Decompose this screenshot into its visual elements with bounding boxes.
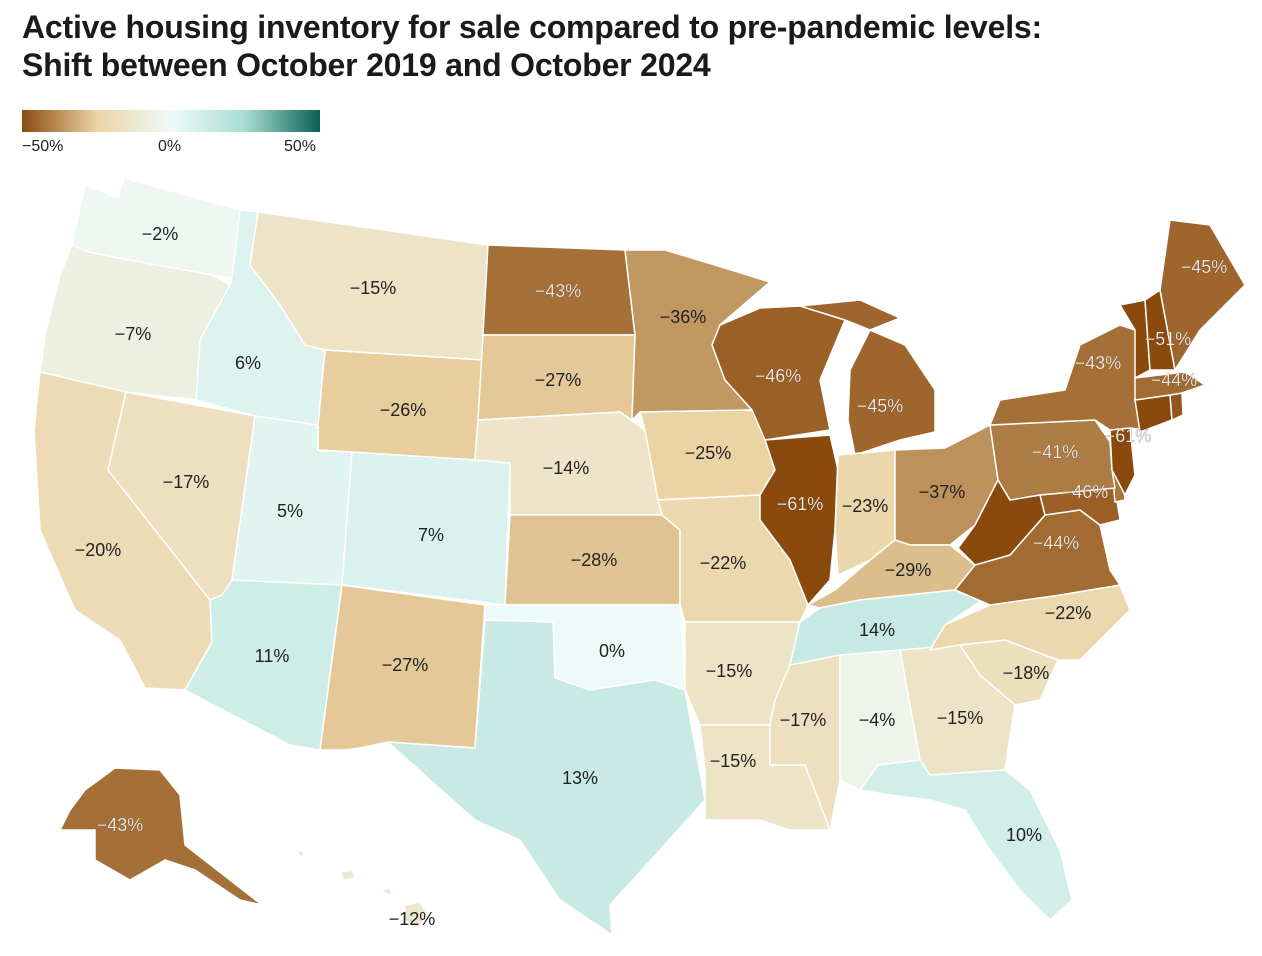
legend-tick-max: 50% [284, 138, 317, 155]
state-label-ks: −28% [571, 550, 618, 570]
state-label-ut: 5% [277, 501, 303, 521]
state-label-la: −15% [710, 751, 757, 771]
state-label-or: −7% [115, 324, 152, 344]
state-label-ny: −43% [1075, 353, 1122, 373]
state-label-il: −61% [777, 494, 824, 514]
state-label-oh: −37% [919, 482, 966, 502]
state-label-mi: −45% [857, 396, 904, 416]
state-nm [319, 584, 486, 751]
state-mi [799, 299, 936, 456]
state-label-sd: −27% [535, 370, 582, 390]
state-vt [1119, 299, 1151, 379]
state-label-nv: −17% [163, 472, 210, 492]
legend-tick-min: −50% [22, 138, 64, 155]
color-legend: −50% 0% 50% [22, 110, 322, 160]
state-ny [989, 324, 1146, 431]
states-layer [33, 177, 1246, 936]
state-pa [989, 419, 1116, 501]
state-label-nm: −27% [382, 655, 429, 675]
state-label-az: 11% [255, 646, 290, 666]
state-label-mn: −36% [660, 307, 707, 327]
state-ak [59, 767, 263, 906]
state-co [341, 451, 511, 606]
state-label-ct: −61% [1105, 426, 1152, 446]
state-label-md: −46% [1062, 482, 1109, 502]
state-label-wy: −26% [380, 400, 427, 420]
labels-layer: −2% −7% −20% −17% 6% −15% −26% 5% 11% 7% −27% −43% −… [75, 224, 1228, 929]
state-label-pa: −41% [1032, 442, 1079, 462]
state-label-va: −44% [1033, 533, 1080, 553]
state-label-fl: 10% [1006, 825, 1042, 845]
state-label-ne: −14% [543, 458, 590, 478]
state-label-ma: −44% [1151, 370, 1198, 390]
state-label-al: −4% [859, 710, 896, 730]
state-label-mo: −22% [700, 553, 747, 573]
state-label-mt: −15% [350, 278, 397, 298]
state-fl [859, 759, 1073, 921]
state-label-ak: −43% [97, 815, 144, 835]
state-wi [711, 305, 846, 441]
state-label-sc: −18% [1003, 663, 1050, 683]
state-label-wa: −2% [142, 224, 179, 244]
state-label-ky: −29% [885, 560, 932, 580]
title-line-1: Active housing inventory for sale compar… [22, 9, 1042, 45]
state-label-me: −45% [1181, 257, 1228, 277]
state-label-co: 7% [418, 525, 444, 545]
state-label-ar: −15% [706, 661, 753, 681]
state-label-ga: −15% [937, 708, 984, 728]
state-ma [1134, 371, 1206, 401]
state-ri [1169, 392, 1184, 421]
state-label-ok: 0% [599, 641, 625, 661]
state-label-nd: −43% [535, 281, 582, 301]
state-label-vt: −51% [1145, 329, 1192, 349]
state-label-ms: −17% [780, 710, 827, 730]
state-label-id: 6% [235, 353, 261, 373]
state-me [1159, 219, 1246, 371]
state-label-wi: −46% [755, 366, 802, 386]
legend-tick-zero: 0% [158, 138, 182, 155]
state-tx [387, 619, 706, 936]
chart-title: Active housing inventory for sale compar… [22, 8, 1242, 84]
state-label-nc: −22% [1045, 603, 1092, 623]
state-label-ca: −20% [75, 540, 122, 560]
title-line-2: Shift between October 2019 and October 2… [22, 47, 711, 83]
state-hi [294, 849, 429, 929]
state-label-tx: 13% [562, 768, 598, 788]
state-label-ia: −25% [685, 443, 732, 463]
legend-gradient-bar [22, 110, 320, 132]
state-label-tn: 14% [859, 620, 895, 640]
state-label-hi: −12% [389, 909, 436, 929]
state-label-in: −23% [842, 496, 889, 516]
